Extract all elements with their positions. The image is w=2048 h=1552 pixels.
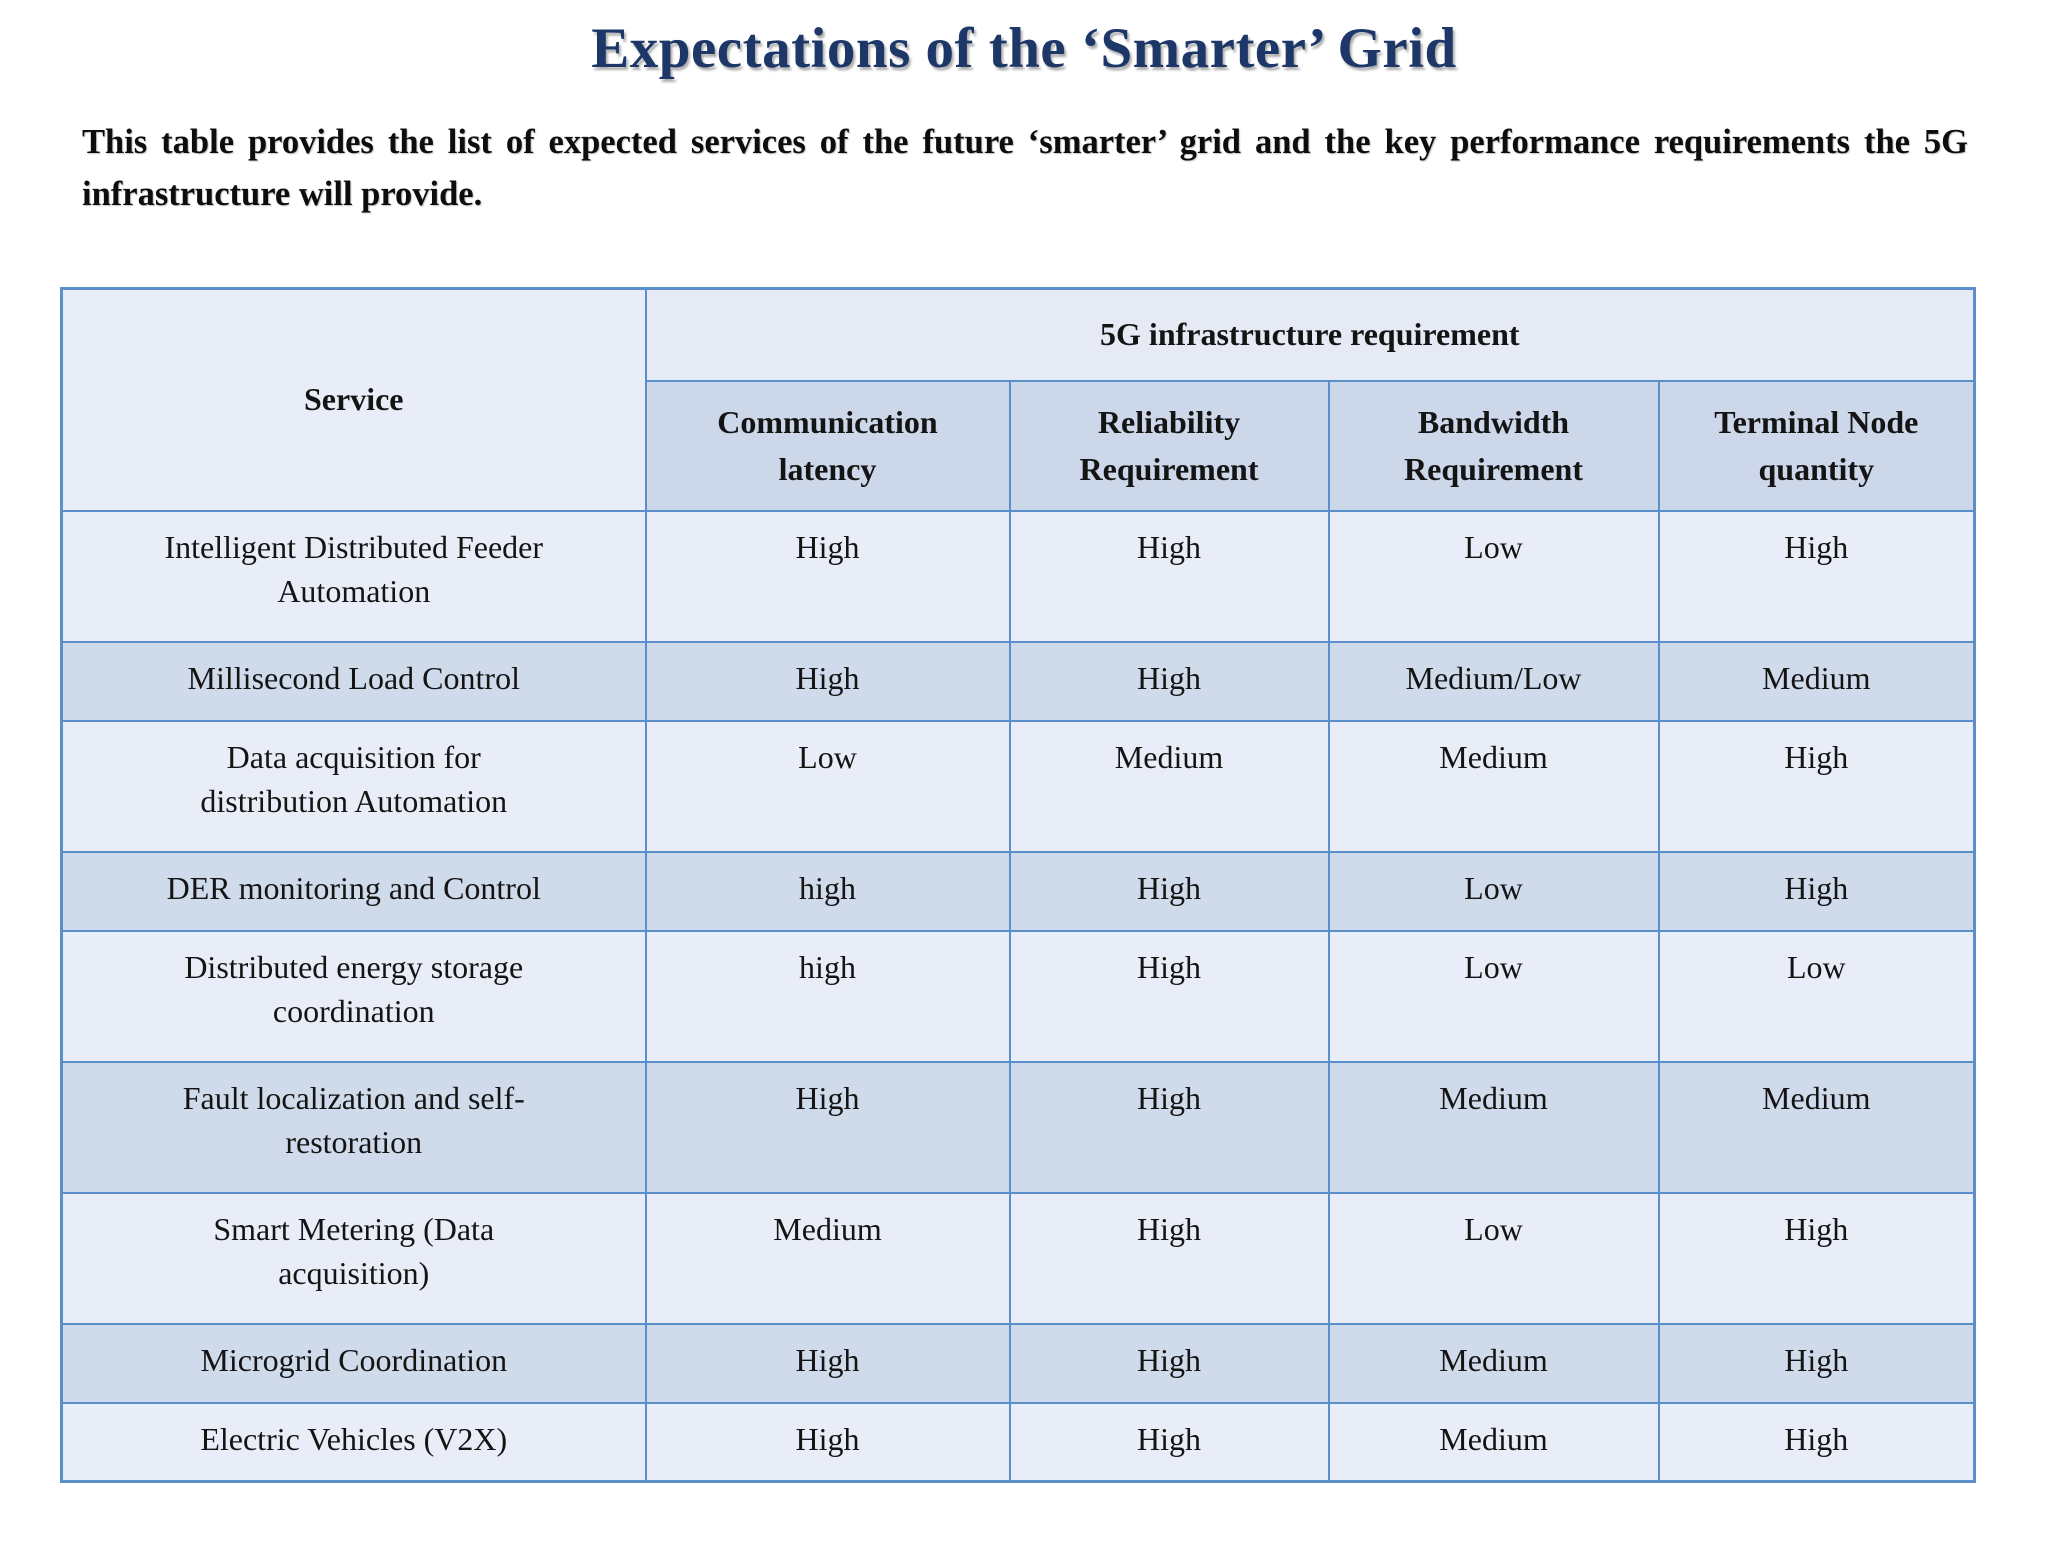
table-row: DER monitoring and Control high High Low…	[60, 850, 1976, 932]
value-cell: high	[644, 929, 1011, 1063]
intro-paragraph: This table provides the list of expected…	[82, 123, 1968, 213]
col-header-terminal-node: Terminal Node quantity	[1657, 379, 1976, 512]
value-cell: High	[1008, 1191, 1330, 1325]
value-cell: Medium	[1327, 1060, 1660, 1194]
value-cell: High	[644, 1060, 1011, 1194]
value-cell: High	[1657, 719, 1976, 853]
value-cell: high	[644, 850, 1011, 932]
table-row: Smart Metering (Data acquisition) Medium…	[60, 1191, 1976, 1325]
col-header-bandwidth: Bandwidth Requirement	[1327, 379, 1660, 512]
table-row: Microgrid Coordination High High Medium …	[60, 1322, 1976, 1404]
value-cell: High	[1008, 929, 1330, 1063]
service-cell: Smart Metering (Data acquisition)	[60, 1191, 647, 1325]
col-header-service: Service	[60, 287, 647, 512]
value-cell: Medium	[1327, 1401, 1660, 1483]
value-cell: Low	[1327, 929, 1660, 1063]
header-row-sub: Communication latency Reliability Requir…	[62, 379, 1976, 512]
value-cell: Low	[644, 719, 1011, 853]
table-row: Electric Vehicles (V2X) High High Medium…	[60, 1401, 1976, 1483]
table-body: Intelligent Distributed Feeder Automatio…	[60, 509, 1976, 1483]
slide: Expectations of the ‘Smarter’ Grid This …	[0, 16, 2048, 1552]
value-cell: Low	[1327, 509, 1660, 643]
value-cell: Medium	[1327, 1322, 1660, 1404]
value-cell: Low	[1657, 929, 1976, 1063]
table-row: Distributed energy storage coordination …	[60, 929, 1976, 1063]
service-cell: Millisecond Load Control	[60, 640, 647, 722]
value-cell: Medium	[1657, 1060, 1976, 1194]
table-row: Data acquisition for distribution Automa…	[60, 719, 1976, 853]
value-cell: High	[1008, 1060, 1330, 1194]
value-cell: High	[644, 509, 1011, 643]
value-cell: Medium	[1327, 719, 1660, 853]
value-cell: High	[1008, 640, 1330, 722]
value-cell: High	[644, 640, 1011, 722]
service-cell: Distributed energy storage coordination	[60, 929, 647, 1063]
value-cell: Low	[1327, 850, 1660, 932]
value-cell: High	[1008, 1322, 1330, 1404]
table-header: Service 5G infrastructure requirement Co…	[60, 287, 1976, 512]
value-cell: High	[644, 1401, 1011, 1483]
value-cell: High	[644, 1322, 1011, 1404]
service-cell: Microgrid Coordination	[60, 1322, 647, 1404]
service-cell: Fault localization and self- restoration	[60, 1060, 647, 1194]
value-cell: Medium	[1657, 640, 1976, 722]
value-cell: High	[1657, 1401, 1976, 1483]
table-row: Intelligent Distributed Feeder Automatio…	[60, 509, 1976, 643]
value-cell: High	[1657, 850, 1976, 932]
col-group-header-5g: 5G infrastructure requirement	[644, 287, 1976, 382]
value-cell: High	[1008, 1401, 1330, 1483]
value-cell: High	[1008, 509, 1330, 643]
value-cell: Medium	[644, 1191, 1011, 1325]
col-header-communication-latency: Communication latency	[644, 379, 1011, 512]
value-cell: High	[1657, 1191, 1976, 1325]
table-row: Fault localization and self- restoration…	[60, 1060, 1976, 1194]
value-cell: High	[1008, 850, 1330, 932]
value-cell: High	[1657, 1322, 1976, 1404]
value-cell: Low	[1327, 1191, 1660, 1325]
value-cell: Medium/Low	[1327, 640, 1660, 722]
page-title: Expectations of the ‘Smarter’ Grid	[591, 17, 1457, 80]
table-row: Millisecond Load Control High High Mediu…	[60, 640, 1976, 722]
service-cell: Electric Vehicles (V2X)	[60, 1401, 647, 1483]
value-cell: High	[1657, 509, 1976, 643]
service-cell: Data acquisition for distribution Automa…	[60, 719, 647, 853]
col-header-reliability: Reliability Requirement	[1008, 379, 1330, 512]
header-row-group: Service 5G infrastructure requirement	[60, 287, 1976, 512]
requirements-table: Service 5G infrastructure requirement Co…	[60, 286, 1977, 1483]
value-cell: Medium	[1008, 719, 1330, 853]
service-cell: DER monitoring and Control	[60, 850, 647, 932]
service-cell: Intelligent Distributed Feeder Automatio…	[60, 509, 647, 643]
